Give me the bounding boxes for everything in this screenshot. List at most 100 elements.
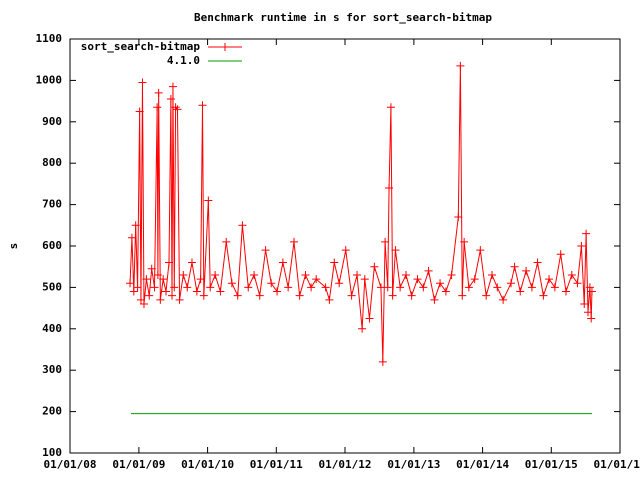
point-marker [211, 270, 220, 279]
point-marker [335, 279, 344, 288]
point-marker [136, 295, 145, 304]
point-marker [470, 275, 479, 284]
point-marker [454, 213, 463, 222]
point-marker [238, 221, 247, 230]
point-marker [573, 279, 582, 288]
point-marker [388, 291, 397, 300]
point-marker [347, 291, 356, 300]
point-marker [545, 275, 554, 284]
point-marker [378, 357, 387, 366]
point-marker [153, 270, 162, 279]
x-tick-label: 01/01/09 [112, 458, 165, 471]
point-marker [267, 279, 276, 288]
y-tick-label: 100 [42, 446, 62, 459]
point-marker [567, 270, 576, 279]
point-marker [436, 279, 445, 288]
point-marker [507, 279, 516, 288]
point-marker [330, 258, 339, 267]
point-marker [460, 237, 469, 246]
point-marker [168, 82, 177, 91]
x-tick-label: 01/01/11 [250, 458, 303, 471]
y-axis-label: s [7, 243, 20, 250]
point-marker [391, 246, 400, 255]
y-tick-label: 600 [42, 239, 62, 252]
point-marker [341, 246, 350, 255]
point-marker [135, 107, 144, 116]
legend-marker [221, 43, 229, 51]
point-marker [145, 291, 154, 300]
point-marker [179, 270, 188, 279]
point-marker [456, 61, 465, 70]
point-marker [261, 246, 270, 255]
x-tick-label: 01/01/14 [456, 458, 509, 471]
point-marker [250, 270, 259, 279]
point-marker [493, 283, 502, 292]
point-marker [430, 295, 439, 304]
point-marker [192, 287, 201, 296]
point-marker [307, 283, 316, 292]
point-marker [321, 283, 330, 292]
point-marker [587, 314, 596, 323]
point-marker [360, 275, 369, 284]
point-marker [196, 275, 205, 284]
point-marker [301, 270, 310, 279]
point-marker [556, 250, 565, 259]
point-marker [510, 262, 519, 271]
point-marker [499, 295, 508, 304]
point-marker [171, 103, 180, 112]
point-marker [289, 237, 298, 246]
point-marker [577, 242, 586, 250]
point-marker [401, 270, 410, 279]
point-marker [165, 258, 174, 267]
point-marker [255, 291, 264, 300]
point-marker [488, 270, 497, 279]
point-marker [561, 287, 570, 296]
point-marker [278, 258, 287, 267]
point-marker [206, 283, 215, 292]
point-marker [424, 266, 433, 275]
point-marker [175, 295, 184, 304]
point-marker [441, 287, 450, 296]
point-marker [353, 270, 362, 279]
point-marker [168, 291, 177, 300]
y-tick-label: 900 [42, 115, 62, 128]
point-marker [584, 308, 593, 317]
x-tick-label: 01/01/12 [319, 458, 372, 471]
point-marker [154, 88, 163, 97]
point-marker [183, 283, 192, 292]
point-marker [585, 283, 594, 292]
point-marker [482, 291, 491, 300]
point-marker [227, 279, 236, 288]
point-marker [133, 283, 142, 292]
chart-title: Benchmark runtime in s for sort_search-b… [194, 11, 492, 24]
point-marker [582, 229, 591, 238]
point-marker [126, 279, 135, 288]
x-tick-label: 01/01/08 [44, 458, 97, 471]
point-marker [187, 258, 196, 267]
point-marker [476, 246, 485, 255]
point-marker [204, 196, 213, 205]
point-marker [539, 291, 548, 300]
point-marker [464, 283, 473, 292]
legend-label: sort_search-bitmap [81, 40, 201, 53]
point-marker [147, 264, 156, 273]
point-marker [139, 299, 148, 308]
point-marker [413, 275, 422, 284]
point-marker [365, 314, 374, 323]
y-tick-label: 200 [42, 405, 62, 418]
point-marker [312, 275, 321, 284]
point-marker [244, 283, 253, 292]
point-marker [159, 275, 168, 284]
point-marker [358, 324, 367, 333]
y-tick-label: 1000 [36, 73, 63, 86]
point-marker [385, 184, 394, 193]
y-tick-label: 1100 [36, 32, 63, 45]
point-marker [580, 299, 589, 308]
point-marker [550, 283, 559, 292]
point-marker [284, 283, 293, 292]
point-marker [170, 283, 179, 292]
point-marker [129, 287, 138, 296]
point-marker [396, 283, 405, 292]
